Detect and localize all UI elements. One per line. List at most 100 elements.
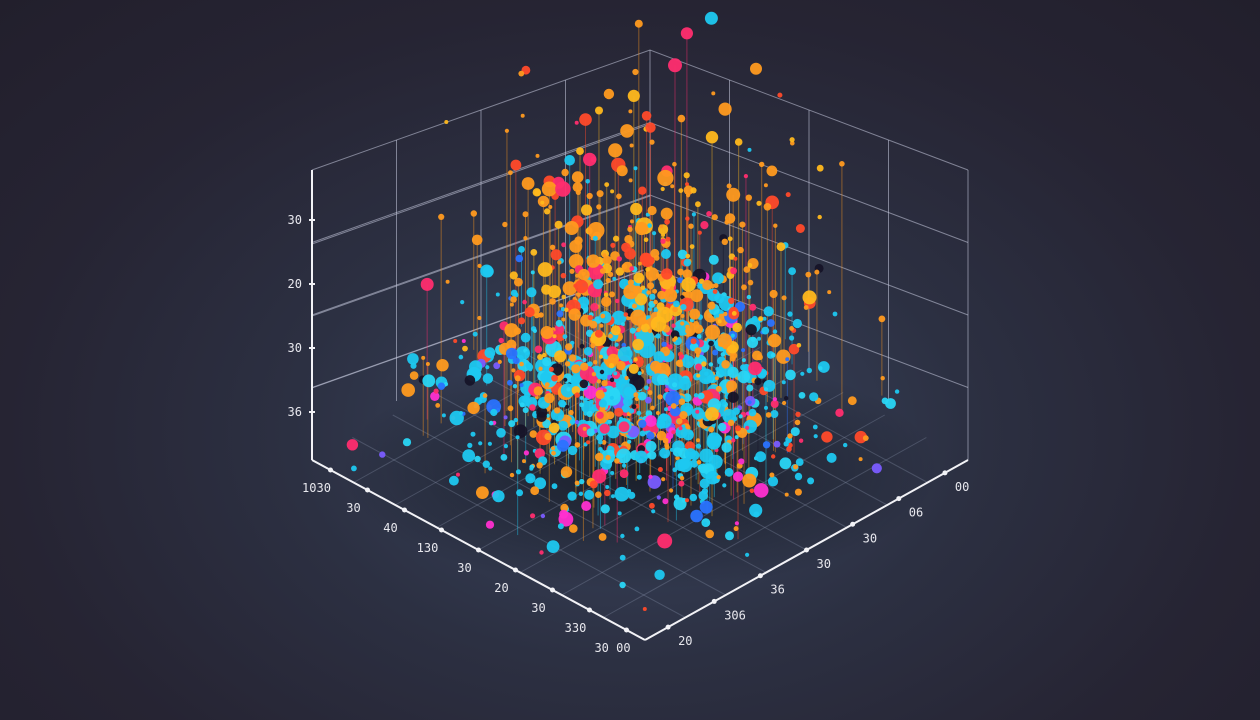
data-point <box>734 521 740 526</box>
data-point <box>657 290 666 300</box>
data-point <box>637 391 647 401</box>
data-point <box>598 447 603 452</box>
data-point <box>488 466 493 471</box>
data-point <box>721 442 732 453</box>
data-point <box>711 91 716 96</box>
data-point <box>548 366 554 372</box>
data-point <box>537 313 542 317</box>
floor-grid-line <box>352 437 686 618</box>
data-point <box>518 317 526 325</box>
data-point <box>599 369 605 375</box>
data-point <box>809 392 819 402</box>
data-point <box>590 343 596 349</box>
data-point <box>664 444 670 450</box>
data-point <box>582 357 587 363</box>
data-point <box>677 114 686 123</box>
data-point <box>675 359 684 367</box>
data-point <box>777 92 783 98</box>
data-point <box>640 285 646 291</box>
data-point <box>697 284 702 289</box>
data-point <box>747 147 752 152</box>
data-point <box>734 138 743 146</box>
data-point <box>509 302 514 307</box>
data-point <box>717 319 722 324</box>
data-point <box>681 277 696 292</box>
data-point <box>827 290 832 295</box>
data-point <box>806 367 812 374</box>
data-point <box>640 323 650 333</box>
data-point <box>880 376 885 381</box>
left-axis-tick-mark <box>587 607 592 613</box>
left-axis-tick-label: 40 <box>383 521 397 535</box>
data-point <box>769 289 778 299</box>
data-point <box>732 322 742 333</box>
data-point <box>646 290 651 295</box>
left-axis-tick-mark <box>402 507 407 513</box>
data-point <box>648 277 653 282</box>
data-point <box>646 378 652 384</box>
data-point <box>683 258 692 267</box>
data-point <box>726 380 738 392</box>
data-point <box>871 463 882 474</box>
data-point <box>789 326 794 331</box>
data-point <box>707 441 714 448</box>
data-point <box>755 451 766 463</box>
data-point <box>548 422 560 434</box>
data-point <box>753 483 769 498</box>
data-point <box>727 236 733 242</box>
data-point <box>407 353 419 365</box>
data-point <box>581 400 594 414</box>
data-point <box>685 327 692 334</box>
data-point <box>627 439 632 444</box>
data-point <box>633 357 638 362</box>
data-point <box>832 311 838 317</box>
data-point <box>847 396 857 406</box>
data-point <box>593 360 598 365</box>
data-point <box>536 406 548 418</box>
data-point <box>813 434 818 439</box>
data-point <box>656 306 673 323</box>
data-point <box>678 398 686 406</box>
data-point <box>591 372 597 377</box>
right-axis-tick-mark <box>804 547 809 553</box>
data-point <box>689 244 695 250</box>
data-point <box>633 272 645 284</box>
data-point <box>657 394 663 400</box>
right-axis-tick-mark <box>850 521 856 527</box>
data-point <box>761 326 770 335</box>
data-point <box>614 407 624 417</box>
data-point <box>792 318 803 329</box>
data-point <box>716 475 721 480</box>
right-axis-tick-mark <box>711 598 717 604</box>
data-point <box>767 476 779 487</box>
data-point <box>622 396 633 407</box>
data-point <box>477 315 482 321</box>
data-point <box>741 358 746 363</box>
data-point <box>564 361 571 367</box>
data-point <box>682 291 687 296</box>
data-point <box>598 354 603 359</box>
data-point <box>600 313 606 319</box>
data-point <box>817 214 822 220</box>
data-point <box>594 329 603 338</box>
data-point <box>788 267 796 275</box>
vertical-axis-tick-label: 20 <box>288 277 302 291</box>
data-point <box>784 396 789 401</box>
data-point <box>727 366 739 378</box>
data-point <box>645 122 656 133</box>
data-point <box>726 183 732 189</box>
data-point <box>662 498 669 505</box>
data-point <box>618 421 630 433</box>
data-point <box>812 424 818 430</box>
data-point <box>551 450 556 456</box>
data-point <box>563 377 568 382</box>
data-point <box>695 363 703 371</box>
data-point <box>695 443 702 449</box>
data-point <box>622 463 627 468</box>
data-point <box>676 418 683 425</box>
data-point <box>638 419 647 428</box>
left-axis-tick-label: 20 <box>494 581 508 595</box>
data-point <box>514 277 523 287</box>
data-point <box>564 307 569 312</box>
data-point <box>581 271 586 276</box>
